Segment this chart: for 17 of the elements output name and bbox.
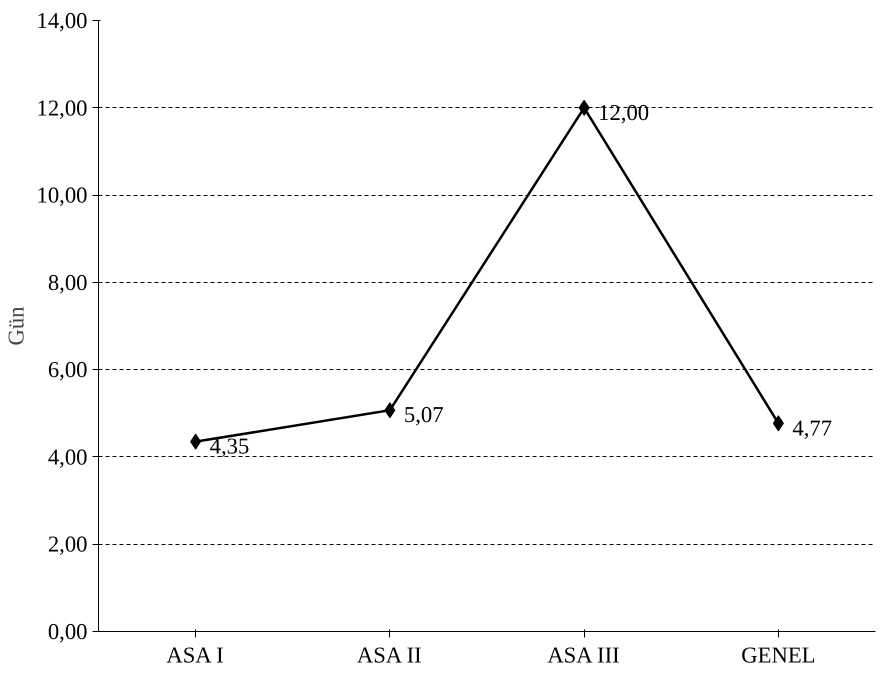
y-axis-title: Gün bbox=[4, 306, 29, 346]
x-tick-label: ASA I bbox=[166, 642, 224, 668]
data-label: 5,07 bbox=[404, 402, 444, 428]
data-label: 4,77 bbox=[792, 415, 832, 440]
y-tick-label: 8,00 bbox=[48, 270, 88, 295]
data-label: 4,35 bbox=[210, 434, 250, 459]
data-label: 12,00 bbox=[598, 100, 650, 125]
y-tick-label: 12,00 bbox=[36, 95, 88, 120]
y-tick-label: 2,00 bbox=[48, 532, 88, 557]
x-tick-label: ASA III bbox=[547, 642, 620, 668]
y-tick-label: 14,00 bbox=[36, 8, 88, 33]
y-tick-label: 0,00 bbox=[48, 619, 88, 644]
x-tick-label: ASA II bbox=[356, 642, 422, 668]
y-tick-label: 6,00 bbox=[48, 357, 88, 382]
x-tick-label: GENEL bbox=[741, 642, 816, 668]
y-tick-label: 4,00 bbox=[48, 444, 88, 470]
y-tick-label: 10,00 bbox=[36, 182, 88, 208]
